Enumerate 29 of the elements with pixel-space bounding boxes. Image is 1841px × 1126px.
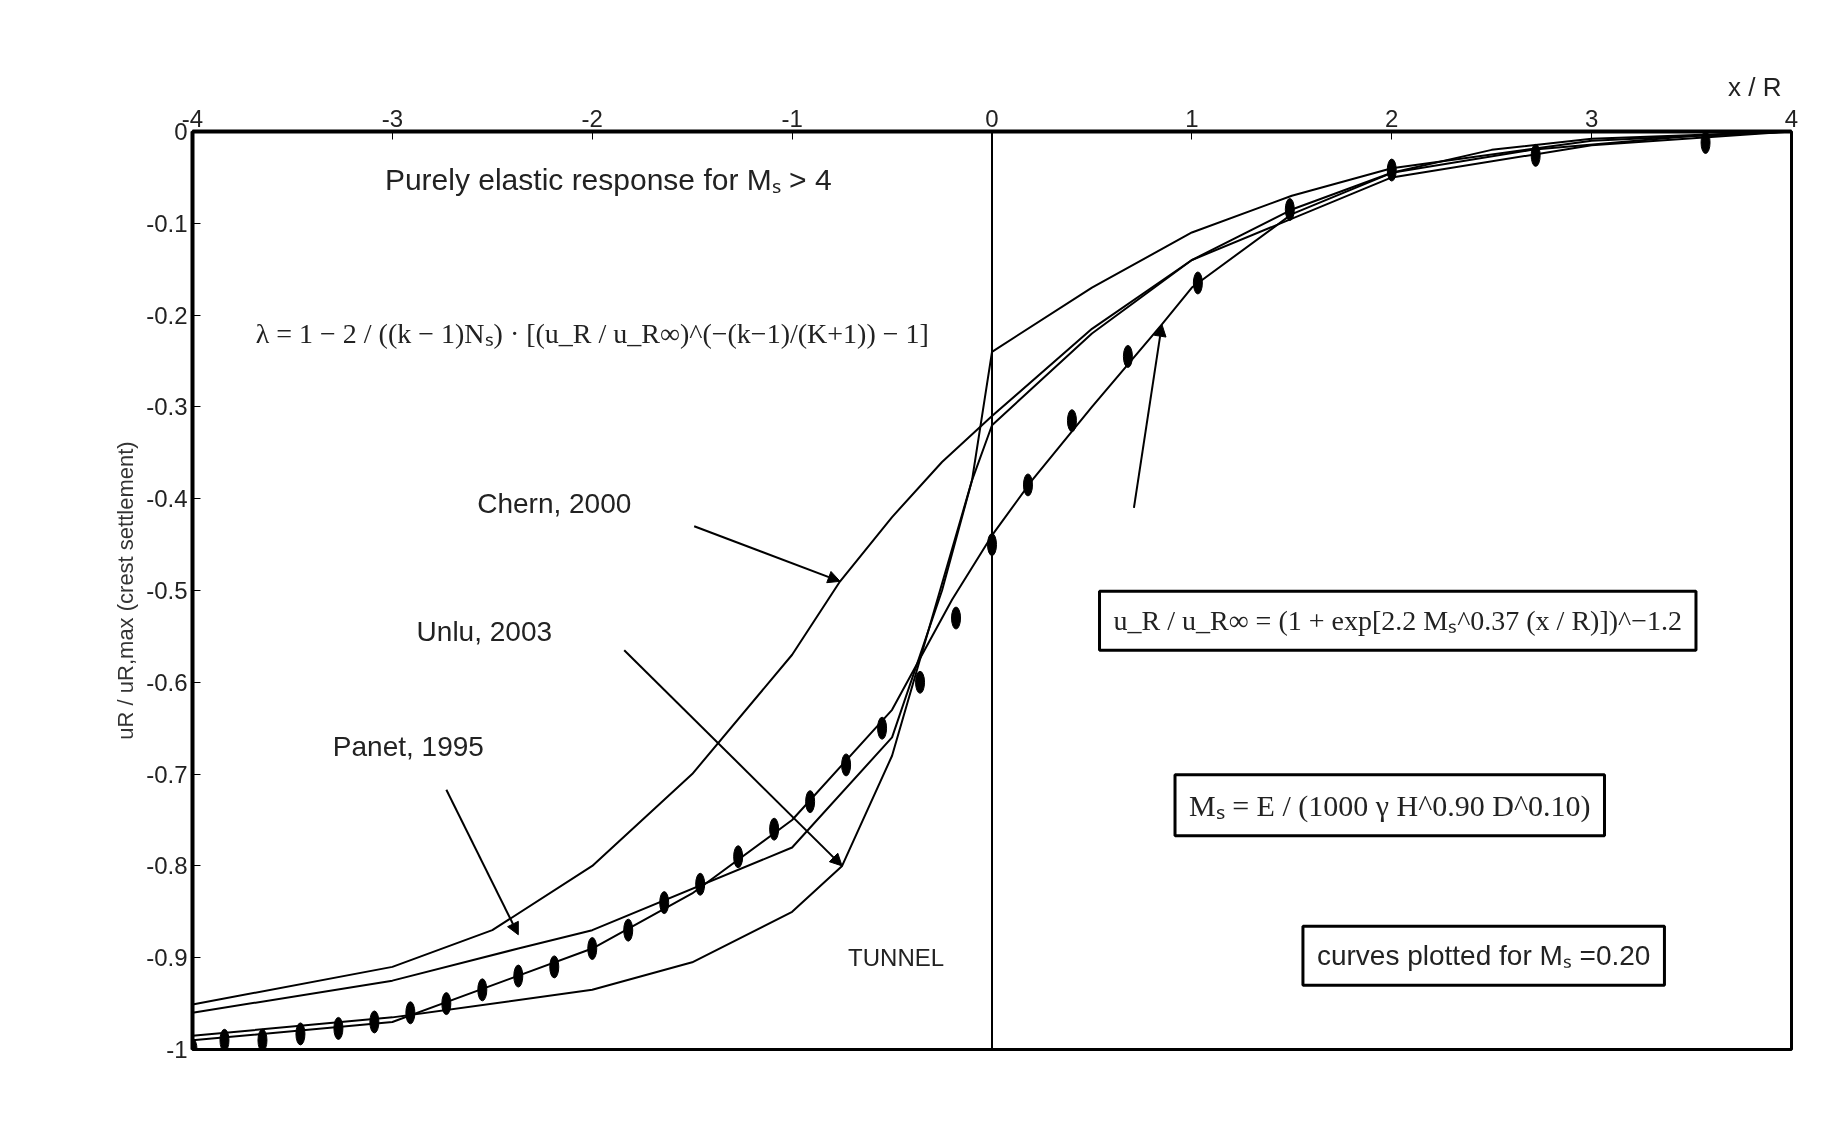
x-axis-title: x / R [1728, 71, 1782, 102]
y-tick-label: -0.5 [146, 577, 188, 604]
x-tick-label: 1 [1185, 104, 1199, 132]
y-tick-label: -0.6 [146, 668, 188, 696]
y-tick-label: -0.9 [146, 944, 188, 972]
y-tick-label: -0.7 [146, 760, 188, 788]
annotation: Panet, 1995 [332, 731, 484, 763]
y-tick-label: -0.3 [146, 393, 188, 421]
x-tick-label: 3 [1584, 104, 1599, 132]
y-tick-label: -1 [166, 1036, 188, 1063]
annotation: Mₛ = E / (1000 γ H^0.90 D^0.10) [1189, 788, 1591, 823]
y-tick-label: -0.4 [146, 485, 188, 513]
annotation: λ = 1 − 2 / ((k − 1)Nₛ) · [(u_R / u_R∞)^(−(k−1)/(K+1)) − 1] [255, 317, 929, 349]
annotation: u_R / u_R∞ = (1 + exp[2.2 Mₛ^0.37 (x / R)])^−1.2 [1113, 605, 1682, 637]
x-tick-label: 4 [1784, 104, 1799, 132]
x-tick-label: -2 [581, 104, 603, 132]
annotation: Purely elastic response for Mₛ > 4 [384, 162, 832, 196]
y-tick-label: -0.2 [146, 301, 188, 329]
x-tick-label: 0 [985, 104, 999, 132]
y-axis-title: uR / uR,max (crest settlement) [113, 441, 139, 740]
annotation: Chern, 2000 [477, 487, 632, 519]
y-tick-label: -0.1 [146, 209, 188, 237]
y-tick-label: -0.8 [146, 852, 188, 880]
annotation: TUNNEL [848, 944, 945, 972]
annotation: Unlu, 2003 [416, 616, 553, 648]
x-tick-label: -1 [781, 104, 803, 132]
x-tick-label: -3 [381, 104, 404, 132]
annotation: curves plotted for Mₛ =0.20 [1316, 940, 1651, 972]
x-tick-label: 2 [1385, 104, 1399, 132]
